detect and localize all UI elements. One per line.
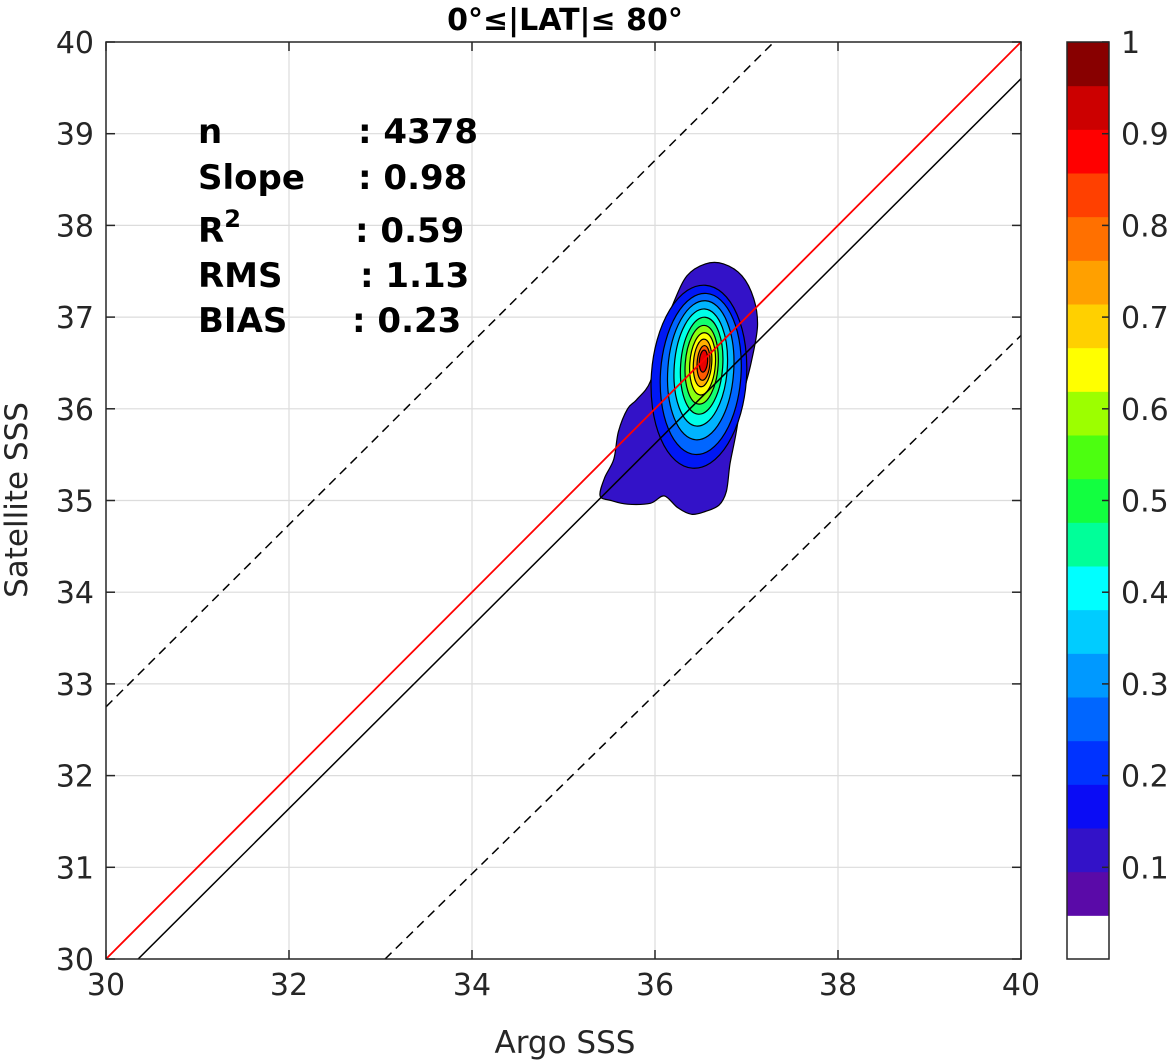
x-tick-label: 38 (819, 968, 857, 1003)
y-tick-label: 32 (56, 760, 94, 795)
stat-n-value: : 4378 (358, 112, 478, 152)
plot-area: 30 32 34 36 38 40 30 31 32 33 34 35 36 37 38 39 40 (56, 26, 1040, 1003)
colorbar-band (1067, 740, 1109, 785)
y-tick-label: 39 (56, 118, 94, 153)
y-tick-label: 30 (56, 943, 94, 978)
colorbar-tick-label: 0.4 (1121, 576, 1169, 611)
colorbar-band (1067, 697, 1109, 742)
colorbar-band (1067, 784, 1109, 829)
stat-n-label: n (198, 112, 222, 152)
plot-content (106, 42, 1021, 959)
stat-r2-superscript: 2 (224, 205, 241, 233)
stat-slope-value: : 0.98 (358, 158, 467, 198)
colorbar-band (1067, 347, 1109, 392)
stat-bias-value: : 0.23 (352, 301, 461, 341)
colorbar-band (1067, 871, 1109, 916)
y-axis-label: Satellite SSS (0, 402, 35, 598)
y-tick-label: 35 (56, 485, 94, 520)
colorbar-band (1067, 304, 1109, 349)
colorbar-band (1067, 522, 1109, 567)
x-axis-label: Argo SSS (495, 1025, 636, 1061)
x-tick-label: 34 (453, 968, 491, 1003)
y-tick-label: 31 (56, 851, 94, 886)
y-tick-label: 34 (56, 576, 94, 611)
stat-r2-value: : 0.59 (355, 211, 464, 251)
colorbar-band (1067, 85, 1109, 130)
stat-bias-label: BIAS (198, 301, 287, 341)
colorbar-band (1067, 653, 1109, 698)
chart-title: 0°≤|LAT|≤ 80° (447, 3, 683, 38)
stat-r2-base: R (198, 211, 224, 251)
colorbar-tick-label: 0.2 (1121, 760, 1169, 795)
colorbar-band (1067, 129, 1109, 174)
colorbar-tick-label: 0.8 (1121, 209, 1169, 244)
stats-annotation: n : 4378 Slope : 0.98 R2 : 0.59 RMS : 1.… (198, 112, 478, 341)
stat-rms-label: RMS (198, 256, 283, 296)
colorbar: 0.1 0.2 0.3 0.4 0.5 0.6 0.7 0.8 0.9 1 (1066, 26, 1169, 960)
y-tick-label: 38 (56, 209, 94, 244)
colorbar-band (1067, 828, 1109, 873)
colorbar-tick-label: 1 (1121, 26, 1140, 61)
colorbar-tick-label: 0.9 (1121, 118, 1169, 153)
colorbar-band (1067, 609, 1109, 654)
colorbar-band (1067, 915, 1109, 960)
colorbar-tick-label: 0.5 (1121, 485, 1169, 520)
y-tick-label: 40 (56, 26, 94, 61)
colorbar-band (1067, 260, 1109, 305)
lower-bound-dashed-line (384, 334, 1021, 959)
one-to-one-line (106, 42, 1021, 959)
upper-bound-dashed-line (106, 42, 775, 708)
colorbar-tick-label: 0.6 (1121, 393, 1169, 428)
y-tick-label: 37 (56, 301, 94, 336)
colorbar-band (1067, 566, 1109, 611)
stat-rms-value: : 1.13 (360, 256, 469, 296)
colorbar-band (1067, 173, 1109, 218)
x-tick-label: 40 (1002, 968, 1040, 1003)
colorbar-band (1067, 216, 1109, 261)
x-tick-label: 36 (636, 968, 674, 1003)
regression-fit-line (137, 78, 1021, 959)
colorbar-tick-label: 0.7 (1121, 301, 1169, 336)
y-tick-label: 33 (56, 668, 94, 703)
stat-slope-label: Slope (198, 158, 305, 198)
colorbar-tick-label: 0.3 (1121, 668, 1169, 703)
colorbar-band (1067, 391, 1109, 436)
colorbar-tick-label: 0.1 (1121, 851, 1169, 886)
x-tick-label: 30 (87, 968, 125, 1003)
colorbar-band (1067, 435, 1109, 480)
stat-r2-label: R2 (198, 205, 241, 251)
colorbar-band (1067, 42, 1109, 87)
y-tick-label: 36 (56, 393, 94, 428)
x-tick-label: 32 (270, 968, 308, 1003)
